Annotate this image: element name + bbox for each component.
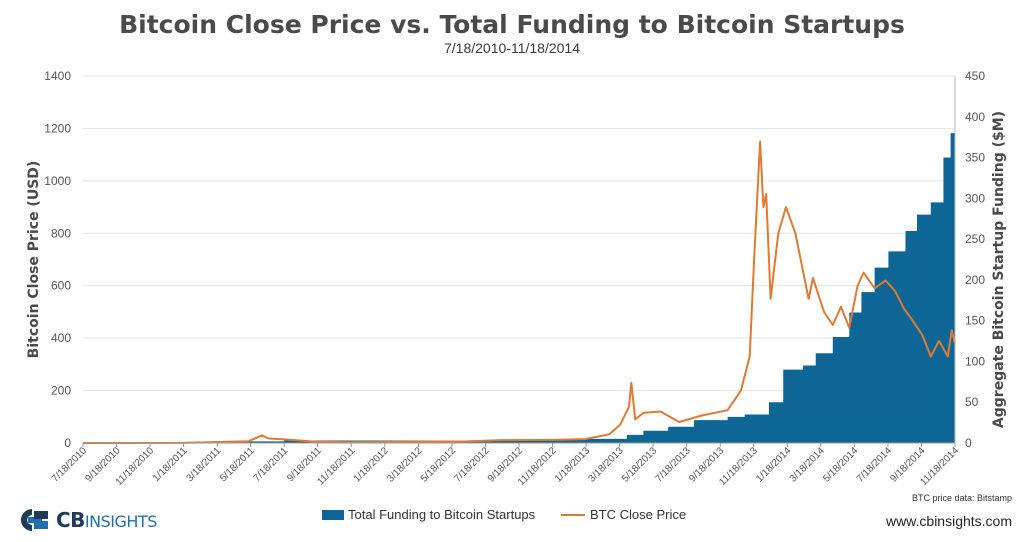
legend-funding-swatch xyxy=(322,510,344,520)
y-tick-label: 1200 xyxy=(44,121,71,135)
x-tick-label: 3/18/2013 xyxy=(586,445,626,485)
x-tick-label: 1/18/2014 xyxy=(754,445,794,485)
y-tick-label: 1400 xyxy=(44,69,71,83)
y2-tick-label: 300 xyxy=(965,191,985,205)
legend-price-label: BTC Close Price xyxy=(590,507,686,522)
y2-tick-label: 100 xyxy=(965,354,985,368)
chart-subtitle: 7/18/2010-11/18/2014 xyxy=(444,40,580,56)
logo-bold-text: CB xyxy=(56,508,85,532)
logo-light-text: INSIGHTS xyxy=(84,512,157,531)
x-tick-label: 3/18/2012 xyxy=(385,445,425,485)
x-tick-label: 1/18/2011 xyxy=(151,445,190,484)
y2-tick-label: 450 xyxy=(965,69,985,83)
x-tick-label: 7/18/2011 xyxy=(252,445,291,484)
y-tick-label: 600 xyxy=(51,279,71,293)
x-tick-label: 5/18/2014 xyxy=(821,445,861,485)
y-tick-label: 1000 xyxy=(44,174,71,188)
y-tick-label: 0 xyxy=(64,436,71,450)
y2-tick-label: 150 xyxy=(965,314,985,328)
y2-tick-label: 200 xyxy=(965,273,985,287)
chart-title: Bitcoin Close Price vs. Total Funding to… xyxy=(119,10,905,39)
x-tick-label: 1/18/2013 xyxy=(553,445,593,485)
x-tick-label: 5/18/2011 xyxy=(218,445,257,484)
y2-tick-label: 400 xyxy=(965,110,985,124)
y2-tick-label: 350 xyxy=(965,151,985,165)
legend-funding-label: Total Funding to Bitcoin Startups xyxy=(348,507,536,522)
website-url[interactable]: www.cbinsights.com xyxy=(885,513,1012,529)
y-tick-label: 400 xyxy=(51,331,71,345)
y2-tick-label: 250 xyxy=(965,232,985,246)
x-tick-label: 7/18/2010 xyxy=(50,445,90,485)
cb-insights-logo: CBINSIGHTS xyxy=(12,507,157,533)
x-tick-label: 5/18/2013 xyxy=(620,445,660,485)
btc-price-line xyxy=(82,140,956,444)
x-tick-label: 3/18/2014 xyxy=(788,445,828,485)
y-tick-label: 800 xyxy=(51,226,71,240)
cb-insights-logo-mark-icon xyxy=(21,509,48,531)
x-tick-label: 7/18/2013 xyxy=(654,445,694,485)
x-tick-label: 7/18/2012 xyxy=(452,445,492,485)
x-tick-label: 5/18/2012 xyxy=(419,445,459,485)
funding-area xyxy=(83,112,955,443)
y2-axis-title: Aggregate Bitcoin Startup Funding ($M) xyxy=(991,111,1007,428)
y2-tick-label: 50 xyxy=(965,395,979,409)
x-tick-label: 1/18/2012 xyxy=(352,445,392,485)
x-tick-label: 3/18/2011 xyxy=(185,445,224,484)
x-tick-label: 7/18/2014 xyxy=(855,445,895,485)
y-tick-label: 200 xyxy=(51,384,71,398)
source-note: BTC price data: Bitstamp xyxy=(911,493,1012,503)
y2-tick-label: 0 xyxy=(965,436,972,450)
y-axis-title: Bitcoin Close Price (USD) xyxy=(26,161,42,359)
